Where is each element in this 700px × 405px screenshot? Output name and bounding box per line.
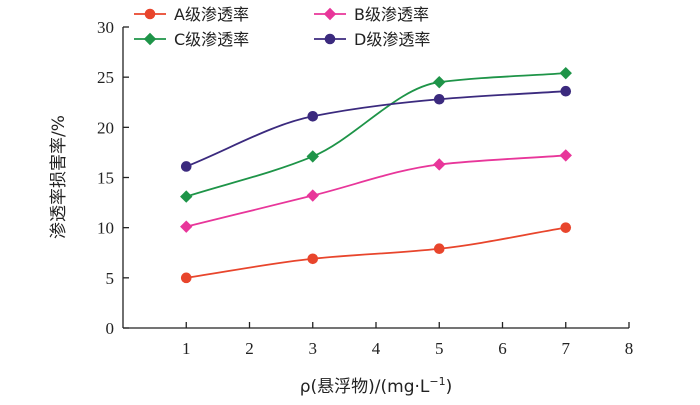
legend-label: B级渗透率 [354,5,429,24]
legend-label: A级渗透率 [174,5,249,24]
series-a-line [186,226,566,279]
x-axis-label-main: ρ(悬浮物)/(mg·L [300,377,430,397]
series-group [180,66,572,284]
x-tick-label: 2 [245,339,254,358]
legend-item-a: A级渗透率 [134,5,249,24]
series-c-point [306,150,319,163]
y-tick-label: 25 [97,68,114,87]
series-c-point [559,66,572,80]
axes: 0 5 10 15 20 25 30 1 2 3 4 5 6 7 8 [97,18,633,358]
legend-marker [143,32,157,46]
series-d-point [433,93,445,105]
y-tick-label: 0 [106,319,115,338]
series-b-point [306,189,319,202]
y-axis-label: 渗透率损害率/% [49,115,69,239]
x-axis-label: ρ(悬浮物)/(mg·L−1) [300,375,453,397]
legend-marker [324,33,336,45]
legend: A级渗透率 B级渗透率 C级渗透率 D级渗透率 [134,5,430,49]
x-tick-label: 6 [498,339,507,358]
series-a [180,222,572,284]
x-tick-label: 8 [625,339,634,358]
y-tick-label: 5 [106,269,115,288]
legend-marker [144,8,156,20]
series-a-point [560,222,572,233]
legend-label: C级渗透率 [174,30,249,49]
legend-item-b: B级渗透率 [314,5,429,24]
series-c-point [433,75,446,89]
y-tick-label: 20 [97,118,114,137]
series-d-point [560,85,572,97]
series-c [180,66,572,203]
y-ticks: 0 5 10 15 20 25 30 [97,18,129,338]
series-c-line [185,72,566,198]
series-a-point [307,253,319,265]
x-axis-label-close: ) [446,377,453,397]
legend-label: D级渗透率 [354,30,430,49]
x-axis-label-superscript: −1 [429,375,445,388]
x-ticks: 1 2 3 4 5 6 7 8 [182,322,633,358]
x-tick-label: 7 [562,339,571,358]
x-tick-label: 1 [182,339,191,358]
y-tick-label: 30 [97,18,114,37]
legend-item-c: C级渗透率 [134,30,249,49]
legend-item-d: D级渗透率 [314,30,430,49]
series-d [180,85,572,172]
legend-marker [323,7,337,21]
series-a-point [180,272,192,284]
y-tick-label: 15 [97,169,114,188]
x-tick-label: 5 [435,339,444,358]
series-b [180,149,572,233]
series-b-point [433,158,446,171]
series-a-point [433,243,445,255]
series-d-point [180,161,192,172]
series-b-point [180,220,193,233]
series-d-line [185,90,566,168]
series-b-line [186,154,566,228]
series-b-point [559,149,572,162]
x-tick-label: 3 [309,339,318,358]
y-tick-label: 10 [97,219,114,238]
series-c-point [180,190,193,203]
x-tick-label: 4 [372,339,381,358]
series-d-point [307,110,319,122]
